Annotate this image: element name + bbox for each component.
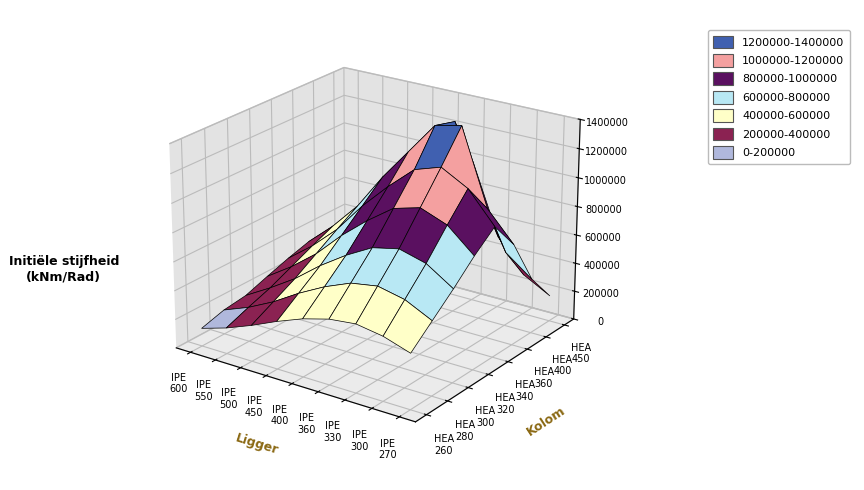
Text: Initiële stijfheid
(kNm/Rad): Initiële stijfheid (kNm/Rad) <box>9 255 119 284</box>
X-axis label: Ligger: Ligger <box>234 432 280 457</box>
Legend: 1200000-1400000, 1000000-1200000, 800000-1000000, 600000-800000, 400000-600000, : 1200000-1400000, 1000000-1200000, 800000… <box>708 30 850 164</box>
Y-axis label: Kolom: Kolom <box>524 404 569 439</box>
